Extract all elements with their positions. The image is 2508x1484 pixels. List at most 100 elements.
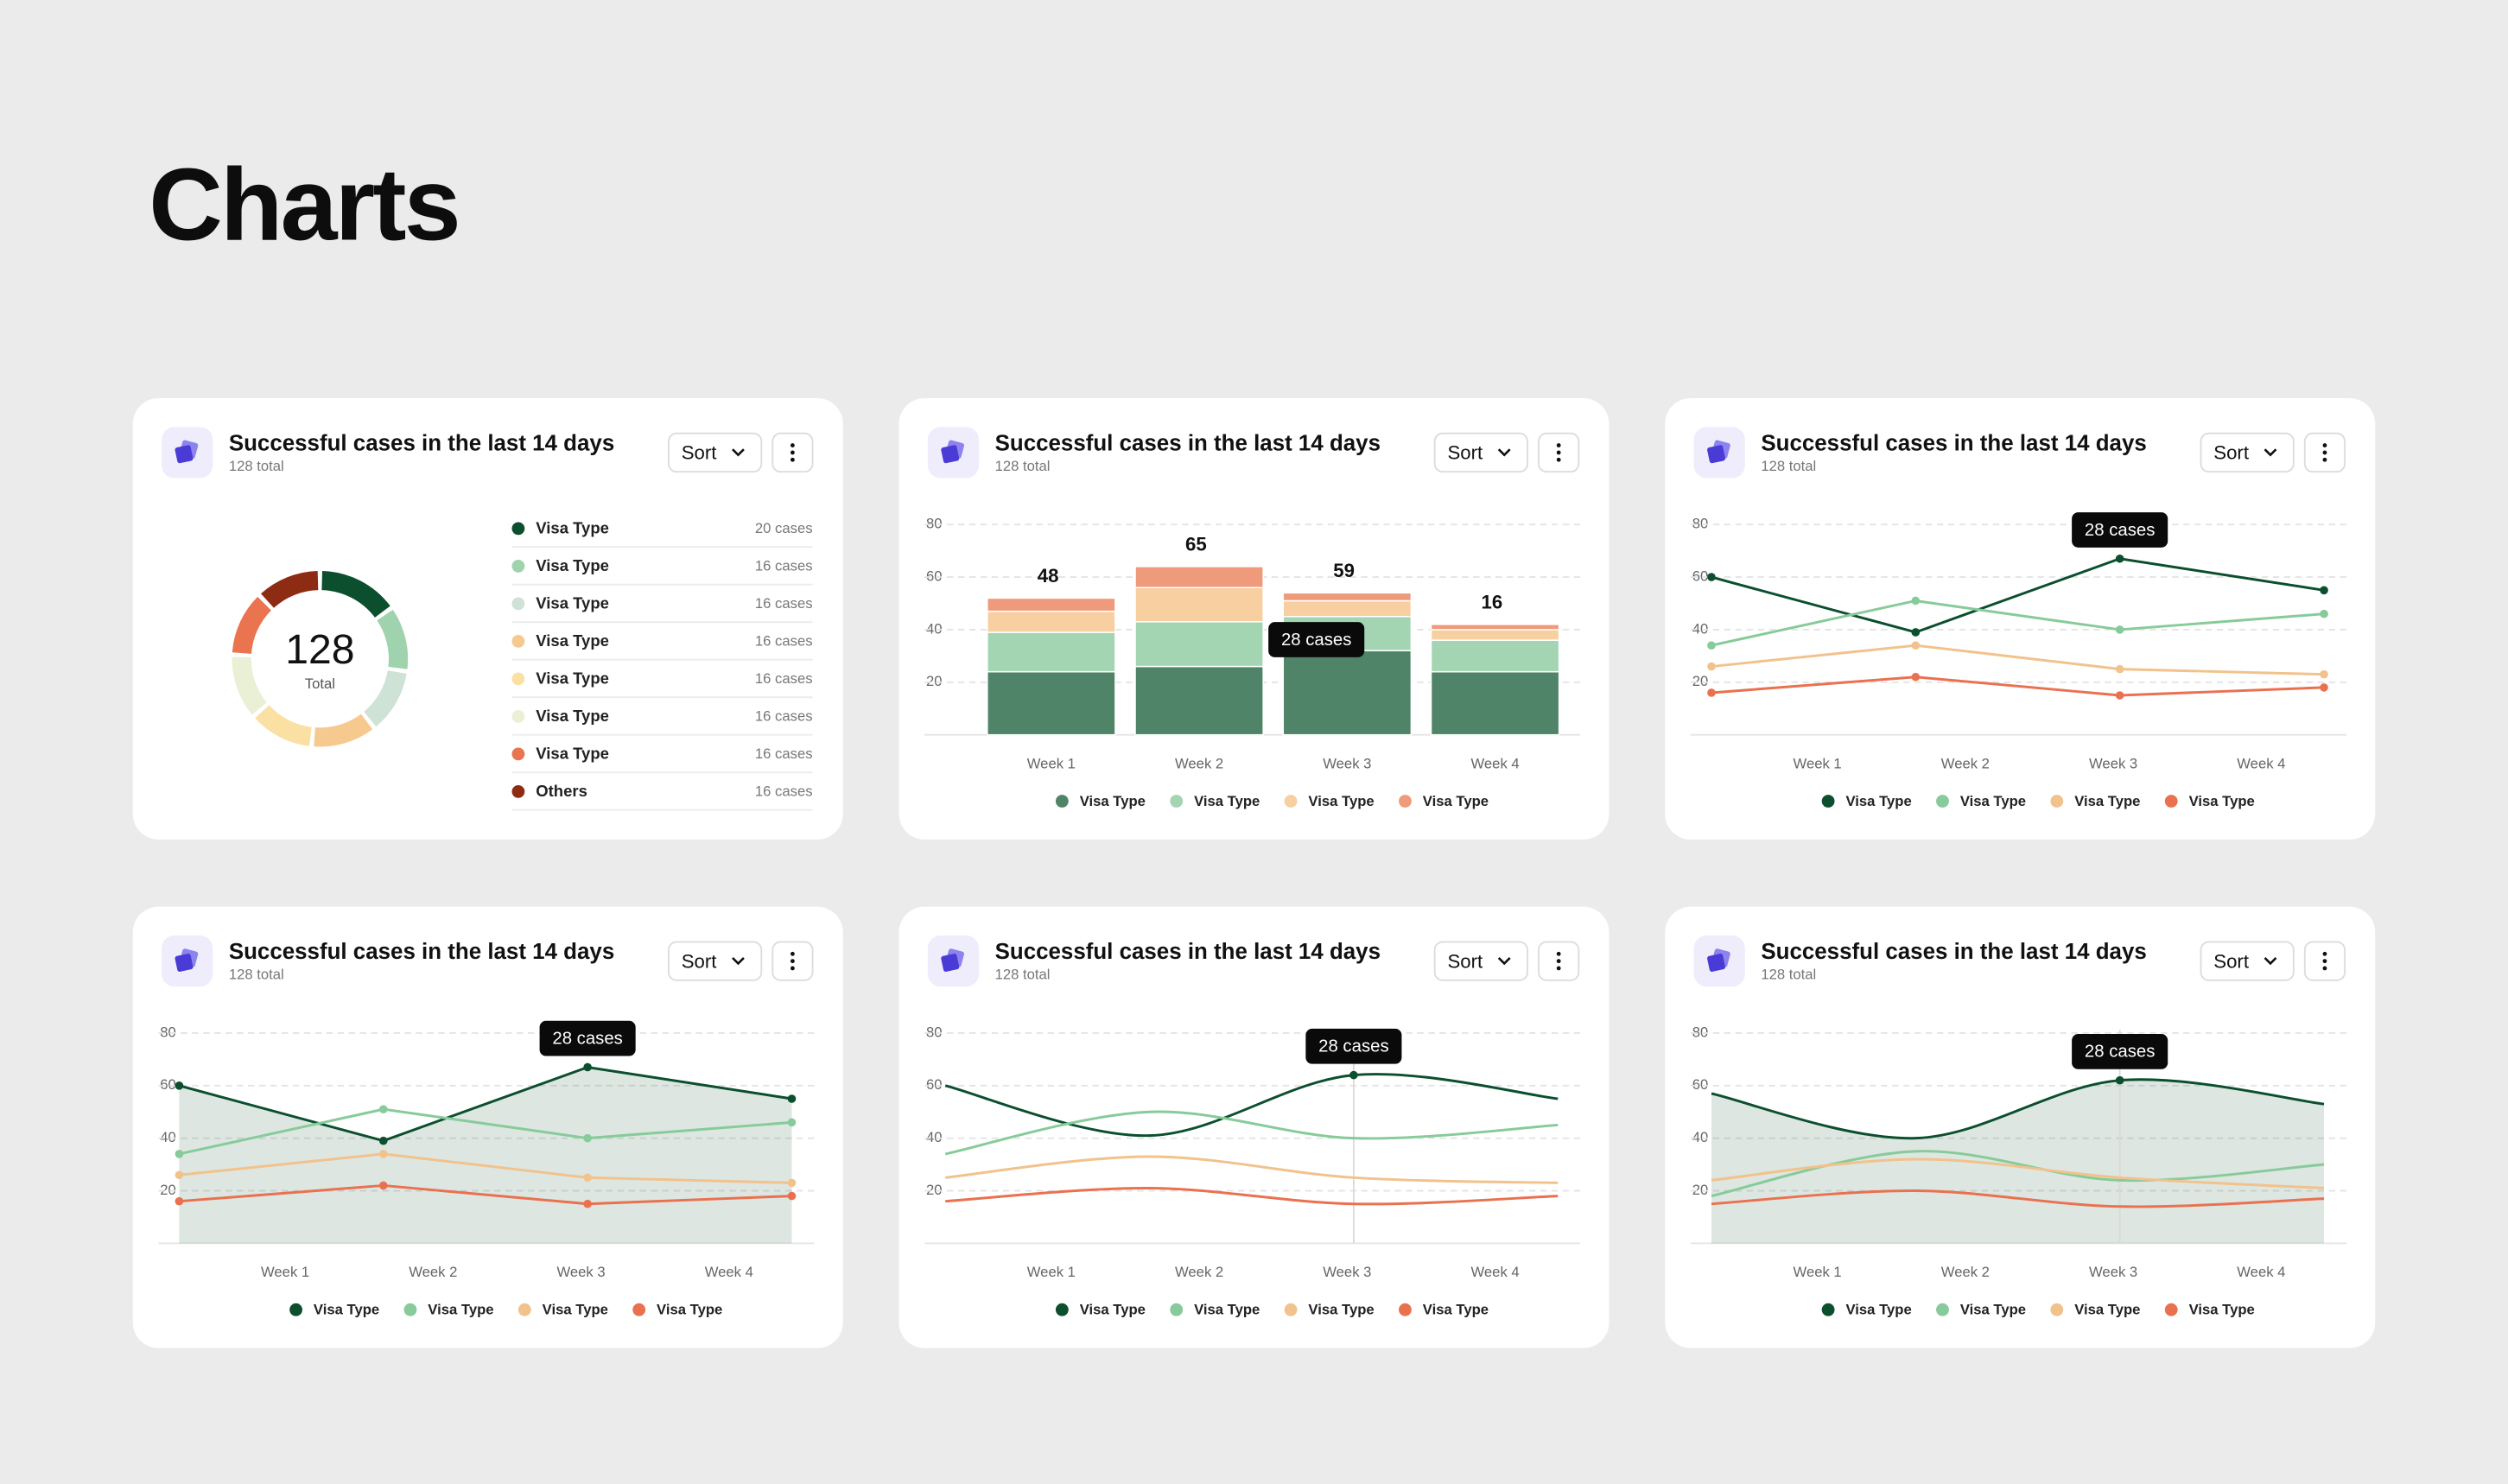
legend-label: Visa Type <box>536 519 609 537</box>
sort-button-bg <box>2200 432 2295 473</box>
sort-button[interactable]: Sort <box>2200 941 2295 981</box>
sort-button-bg <box>1433 432 1528 473</box>
y-tick-label: 60 <box>160 1076 176 1093</box>
more-button[interactable] <box>1538 432 1580 473</box>
legend-label: Visa Type <box>428 1302 493 1318</box>
x-tick-label: Week 2 <box>1941 755 1990 771</box>
bar-segment <box>987 610 1116 633</box>
sort-button[interactable]: Sort <box>1433 432 1528 473</box>
tooltip-bg <box>539 1020 636 1056</box>
donut-segment <box>363 669 407 727</box>
legend-marker <box>1936 795 1949 808</box>
legend-marker <box>632 1303 646 1316</box>
card-bg <box>898 906 1610 1348</box>
legend-marker <box>1821 1303 1835 1316</box>
tooltip-bg <box>1268 622 1365 657</box>
x-tick-label: Week 1 <box>261 1264 309 1280</box>
legend-label: Visa Type <box>657 1302 722 1318</box>
legend-marker <box>511 634 525 648</box>
card-title: Successful cases in the last 14 days <box>1761 940 2146 964</box>
x-tick-label: Week 3 <box>2089 1264 2137 1280</box>
card: Successful cases in the last 14 days 128 … <box>132 397 843 840</box>
more-dot <box>2322 959 2327 964</box>
line <box>1711 1150 2325 1198</box>
point <box>2115 625 2124 634</box>
card-bg <box>1665 397 2376 840</box>
sort-button[interactable]: Sort <box>668 941 763 981</box>
legend-label: Visa Type <box>1845 793 1911 809</box>
legend-marker <box>1399 1303 1412 1316</box>
y-tick-label: 40 <box>1692 620 1709 637</box>
more-dot <box>790 951 795 956</box>
point <box>1707 573 1716 581</box>
value-label: 16 cases <box>755 558 813 574</box>
more-button[interactable] <box>771 432 814 473</box>
value-label: 16 cases <box>755 745 813 762</box>
point <box>1707 662 1716 671</box>
x-tick-label: Week 4 <box>2237 1264 2285 1280</box>
legend-label: Visa Type <box>1960 793 2026 809</box>
more-button[interactable] <box>1538 941 1580 981</box>
legend-marker <box>511 747 525 761</box>
bar-segment <box>1430 639 1560 673</box>
more-button[interactable] <box>2303 432 2346 473</box>
y-tick-label: 40 <box>160 1129 176 1145</box>
y-tick-label: 20 <box>1692 1182 1709 1198</box>
legend-label: Others <box>536 782 587 800</box>
point <box>175 1081 184 1090</box>
y-tick-label: 20 <box>926 673 943 689</box>
point <box>583 1173 592 1183</box>
y-tick-label: 60 <box>1692 1076 1709 1093</box>
bar-segment <box>987 597 1116 612</box>
tooltip-text: 28 cases <box>2085 521 2156 540</box>
point <box>378 1105 388 1113</box>
total-label: 65 <box>1185 534 1207 555</box>
value-label: 16 cases <box>755 595 813 612</box>
x-tick-label: Week 2 <box>1175 1264 1223 1280</box>
sort-button-bg <box>1433 941 1528 981</box>
more-dot <box>790 457 795 462</box>
line <box>1711 675 2325 697</box>
donut-segment <box>232 596 272 655</box>
bar-segment <box>1134 665 1264 736</box>
more-dot <box>1556 457 1561 462</box>
legend-marker <box>289 1303 302 1316</box>
card-title: Successful cases in the last 14 days <box>995 940 1381 964</box>
sort-button[interactable]: Sort <box>2200 432 2295 473</box>
point <box>378 1181 388 1190</box>
chevron <box>1497 957 1511 966</box>
legend-marker <box>511 522 525 536</box>
legend-label: Visa Type <box>536 669 609 688</box>
x-tick-label: Week 4 <box>705 1264 753 1280</box>
y-tick-label: 80 <box>1692 516 1709 532</box>
line <box>945 1186 1559 1206</box>
more-dot <box>790 450 795 455</box>
line <box>179 1107 792 1156</box>
sort-button[interactable]: Sort <box>1433 941 1528 981</box>
card-icon <box>175 445 194 464</box>
more-button[interactable] <box>771 941 814 981</box>
legend-label: Visa Type <box>536 631 609 650</box>
legend-label: Visa Type <box>2189 1302 2255 1318</box>
card-icon <box>1707 445 1725 464</box>
legend-marker <box>511 559 525 573</box>
more-button[interactable] <box>2303 941 2346 981</box>
more-dot <box>790 959 795 964</box>
bar-segment <box>1430 670 1560 736</box>
x-tick-label: Week 4 <box>1470 755 1519 771</box>
card-icon <box>175 954 194 972</box>
card-bg <box>1665 906 2376 1348</box>
line <box>945 1155 1559 1184</box>
y-tick-label: 40 <box>926 1129 943 1145</box>
legend-label: Visa Type <box>2074 1302 2140 1318</box>
sort-button[interactable]: Sort <box>668 432 763 473</box>
more-dot <box>2322 450 2327 455</box>
total-label: 16 <box>1482 592 1503 613</box>
card-subtitle: 128 total <box>995 967 1051 983</box>
legend-label: Visa Type <box>1080 793 1146 809</box>
point <box>175 1170 184 1180</box>
legend-label: Visa Type <box>1194 1302 1260 1318</box>
more-dot <box>2322 966 2327 971</box>
card-subtitle: 128 total <box>229 458 284 474</box>
x-tick-label: Week 3 <box>2089 755 2137 771</box>
